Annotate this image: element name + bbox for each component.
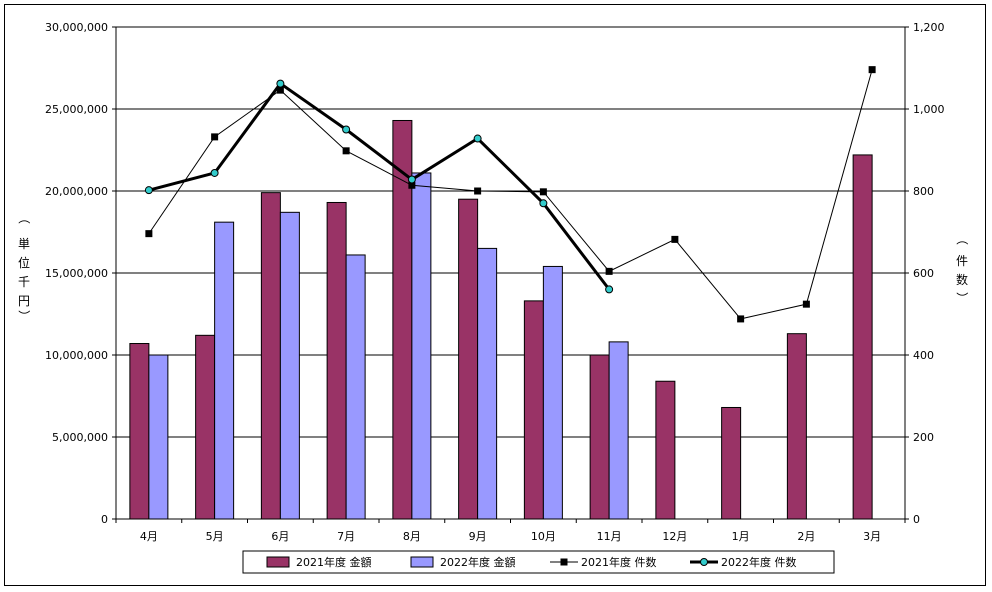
bar [260,192,281,520]
y-right-title-paren: ） [955,292,969,304]
y-left-tick-label: 10,000,000 [45,349,108,362]
bar [458,198,479,520]
y-left-title-char: 位 [18,255,30,270]
point [539,188,547,196]
x-tick-label: 1月 [732,530,750,543]
y-left-tick-label: 30,000,000 [45,21,108,34]
point [868,66,876,74]
y-right-title-char: 数 [956,272,968,287]
bar [214,221,235,520]
point [342,147,350,155]
bar [129,343,150,520]
bar-series [129,119,873,520]
y-left-title-char: 円 [18,294,30,308]
x-tick-label: 5月 [206,530,224,543]
x-tick-label: 4月 [140,530,158,543]
x-tick-label: 7月 [337,530,355,543]
legend: 2021年度 金額 2022年度 金額 2021年度 件数 2022年度 件数 [242,550,835,574]
x-tick-label: 11月 [597,530,622,543]
y-left-title-paren: （ [17,212,31,224]
bar [786,333,807,520]
bar [523,300,544,520]
x-tick-label: 10月 [531,530,556,543]
point [474,187,482,195]
bar [852,154,873,520]
x-tick-label: 3月 [863,530,881,543]
point [605,267,613,275]
legend-label: 2022年度 金額 [440,555,516,569]
y-right-title-paren: （ [955,233,969,245]
x-tick-label: 6月 [271,530,289,543]
y-right-tick-label: 600 [913,267,934,280]
point [276,79,285,88]
legend-swatch [410,556,434,568]
y-right-tick-label: 1,000 [913,103,945,116]
legend-label: 2022年度 件数 [721,555,797,569]
bar [411,172,432,520]
y-right-tick-label: 800 [913,185,934,198]
bar [721,406,742,520]
point [539,199,548,208]
gridlines [116,26,905,438]
point [737,315,745,323]
bar [195,334,216,520]
series-line [148,69,873,320]
y-right-tick-label: 400 [913,349,934,362]
bar [589,354,610,520]
y-left-tick-label: 0 [101,513,108,526]
series-line [148,81,611,291]
y-left-tick-label: 15,000,000 [45,267,108,280]
y-right-tick-label: 1,200 [913,21,945,34]
point [144,186,153,195]
legend-label: 2021年度 金額 [296,555,372,569]
y-left-tick-label: 20,000,000 [45,185,108,198]
bar [655,380,676,520]
point [145,230,153,238]
y-left-tick-label: 5,000,000 [52,431,108,444]
line-series [144,66,876,323]
bar [477,247,498,520]
point [407,175,416,184]
bar [279,211,300,520]
point [605,285,614,294]
point [671,235,679,243]
point [210,168,219,177]
legend-marker [700,558,708,566]
point [211,133,219,141]
y-left-title-paren: ） [17,310,31,322]
y-left-title-char: 千 [18,275,30,289]
y-left-title-char: 単 [18,237,30,251]
x-tick-label: 8月 [403,530,421,543]
point [802,300,810,308]
x-tick-label: 9月 [469,530,487,543]
legend-box [242,550,835,574]
y-right-title-char: 件 [956,254,968,268]
y-right-tick-label: 0 [913,513,920,526]
x-tick-label: 2月 [797,530,815,543]
bar [608,341,629,520]
bar [345,254,366,520]
y-left-tick-label: 25,000,000 [45,103,108,116]
point [342,125,351,134]
bar [148,354,169,520]
bar [326,201,347,520]
legend-swatch [266,556,290,568]
y-right-tick-label: 200 [913,431,934,444]
axes: 0 5,000,000 10,000,000 15,000,000 20,000,000… [45,21,944,543]
point [408,181,416,189]
legend-marker [560,558,568,566]
point [473,134,482,143]
y-axis-right-title: （ 件数 ） [955,233,969,304]
legend-label: 2021年度 件数 [581,555,657,569]
point [276,86,284,94]
x-tick-label: 12月 [662,530,687,543]
bar [542,265,563,520]
